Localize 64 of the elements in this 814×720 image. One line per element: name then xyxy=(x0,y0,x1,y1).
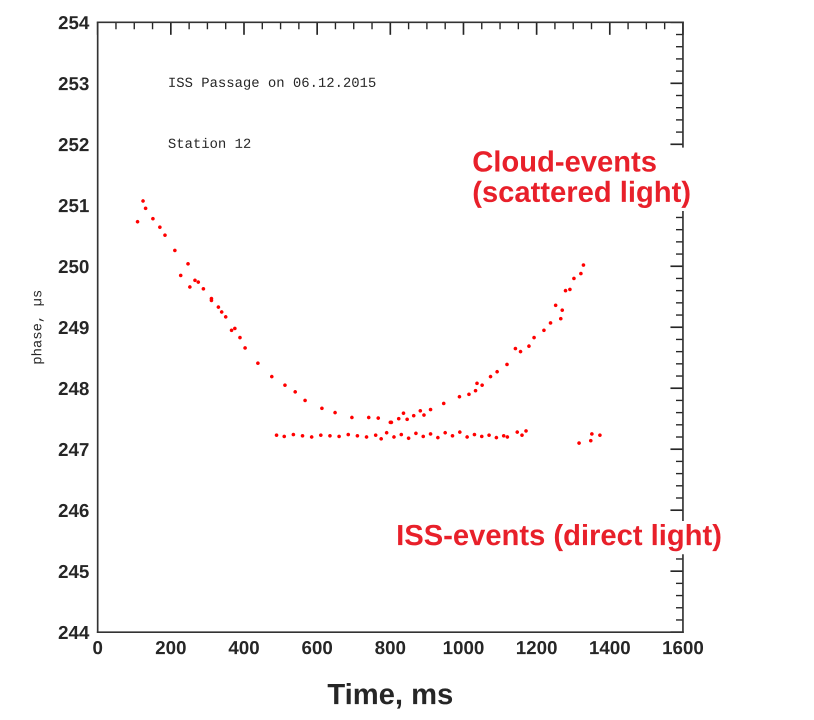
text: Cloud-events (scattered light) xyxy=(473,150,690,208)
point xyxy=(465,435,469,439)
x-tick-label: 400 xyxy=(228,640,259,654)
point xyxy=(414,432,418,436)
point xyxy=(328,434,332,438)
y-tick-label: 245 xyxy=(58,564,89,578)
y-tick-label: 247 xyxy=(58,442,89,456)
x-tick-label: 600 xyxy=(302,640,332,654)
y-tick-label: 254 xyxy=(58,16,90,30)
x-tick-label: 1000 xyxy=(444,640,484,654)
y-tick-label: 252 xyxy=(58,138,89,152)
x-tick-label: 200 xyxy=(156,640,186,654)
point xyxy=(588,438,593,443)
text: ISS-events (direct light) xyxy=(398,524,720,552)
y-tick-label: 249 xyxy=(58,320,89,334)
point xyxy=(577,441,581,445)
point xyxy=(282,434,286,438)
point xyxy=(292,432,296,436)
point xyxy=(346,432,350,436)
point xyxy=(274,433,278,438)
point xyxy=(598,433,602,438)
point xyxy=(443,430,448,435)
y-tick-label: 250 xyxy=(58,260,89,274)
annotation: ISS Passage on 06.12.2015 xyxy=(169,78,376,90)
x-tick-label: 1200 xyxy=(516,640,557,654)
point xyxy=(487,433,491,438)
point xyxy=(524,429,528,433)
point xyxy=(421,434,426,438)
x-tick-label: 0 xyxy=(93,640,102,654)
y-tick-label: 253 xyxy=(58,77,89,90)
point xyxy=(337,434,341,438)
x-tick-label: 800 xyxy=(375,640,406,654)
point xyxy=(399,432,404,436)
point xyxy=(300,434,304,438)
point xyxy=(356,434,360,438)
point xyxy=(502,434,506,438)
x-tick-label: 1400 xyxy=(590,640,630,654)
x-tick-label: 1600 xyxy=(663,640,704,654)
point xyxy=(520,433,524,438)
y-tick-label: 244 xyxy=(58,626,90,639)
y-axis-title: phase, µs xyxy=(31,290,44,364)
point xyxy=(379,437,384,441)
point xyxy=(458,430,462,434)
point xyxy=(392,435,396,439)
point xyxy=(310,435,314,439)
y-tick-label: 248 xyxy=(58,382,89,396)
point xyxy=(450,434,454,438)
y-tick-label: 251 xyxy=(58,198,89,212)
point xyxy=(406,436,410,440)
x-axis-title: Time, ms xyxy=(328,682,452,709)
point xyxy=(364,435,368,439)
annotation: Station 12 xyxy=(168,138,250,148)
point xyxy=(494,436,498,440)
point xyxy=(318,433,323,438)
y-tick-label: 246 xyxy=(58,504,89,518)
point xyxy=(436,436,440,440)
point xyxy=(374,433,378,438)
point xyxy=(480,434,484,438)
point xyxy=(506,435,510,439)
point xyxy=(472,432,476,436)
point xyxy=(428,432,432,436)
point xyxy=(515,430,520,434)
point xyxy=(590,432,594,436)
point xyxy=(384,430,388,435)
